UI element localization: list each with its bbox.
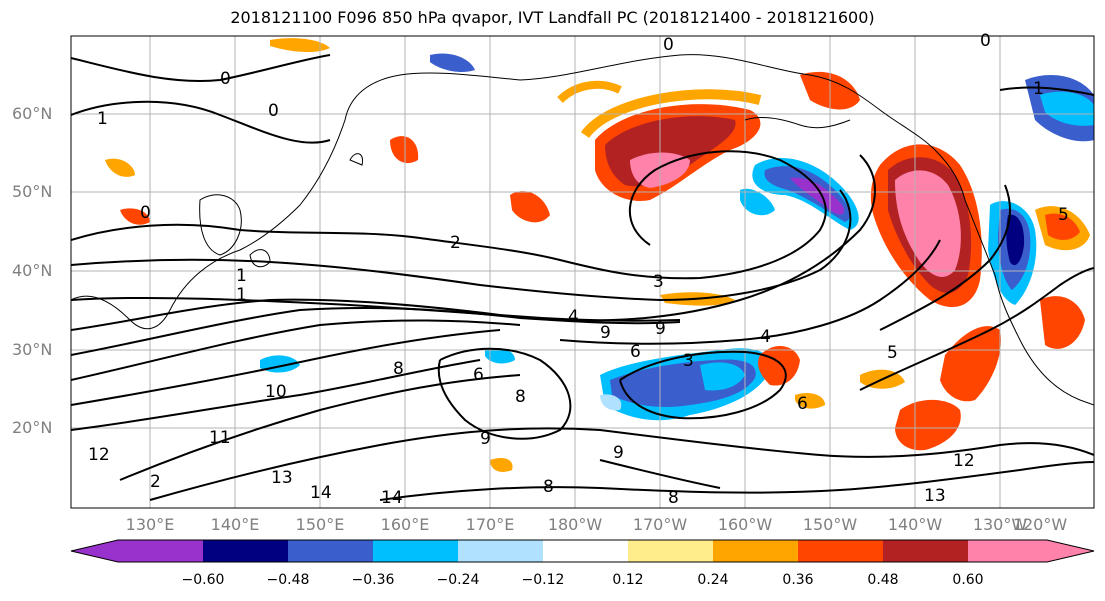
- colorbar-max-extend: [1047, 540, 1094, 562]
- lat-label: 30°N: [12, 340, 53, 359]
- contour-label: 1: [236, 266, 247, 286]
- contour-label: 6: [797, 394, 808, 414]
- colorbar: [70, 539, 1095, 563]
- contour-label: 8: [393, 359, 404, 379]
- lat-label: 50°N: [12, 182, 53, 201]
- contour-label: 6: [473, 365, 484, 385]
- lon-label: 170°E: [465, 515, 515, 534]
- colorbar-bin: [203, 540, 288, 562]
- lat-label: 60°N: [12, 104, 53, 123]
- colorbar-bin: [288, 540, 373, 562]
- contour-label: 8: [668, 488, 679, 508]
- contour-label: 4: [568, 307, 579, 327]
- contour-label: 14: [310, 483, 332, 503]
- contour-label: 13: [271, 468, 293, 488]
- contour-label-layer: 0 0 0 0 1 1 1 2 3 4 4 5 5 6 6 8 8 8 9 9 …: [88, 31, 1069, 508]
- colorbar-tick-label: −0.60: [181, 572, 225, 588]
- lon-label: 180°W: [547, 515, 603, 534]
- colorbar-bin: [458, 540, 543, 562]
- contour-label: 4: [760, 327, 771, 347]
- shaded-fields: [105, 38, 1094, 472]
- contour-label: 3: [653, 272, 664, 292]
- contour-label: 9: [480, 429, 491, 449]
- colorbar-bin: [798, 540, 883, 562]
- contour-label: 0: [140, 203, 151, 223]
- colorbar-tick-label: 0.12: [612, 572, 644, 588]
- lat-label: 40°N: [12, 261, 53, 280]
- contour-label: 10: [265, 382, 287, 402]
- colorbar-tick-label: 0.60: [952, 572, 984, 588]
- colorbar-bin: [628, 540, 713, 562]
- contour-label: 8: [515, 387, 526, 407]
- contour-label: 2: [150, 472, 161, 492]
- contour-label: 12: [953, 451, 975, 471]
- map-border: [70, 35, 1095, 509]
- contour-label: 1: [1033, 79, 1044, 99]
- contour-label: 14: [381, 488, 403, 508]
- contour-label: 12: [88, 445, 110, 465]
- lon-label: 150°W: [802, 515, 858, 534]
- colorbar-tick-label: −0.12: [521, 572, 565, 588]
- colorbar-tick-label: 0.24: [697, 572, 729, 588]
- lon-label: 150°E: [295, 515, 345, 534]
- colorbar-bin: [118, 540, 203, 562]
- contour-label: 0: [268, 101, 279, 121]
- lon-label: 140°W: [887, 515, 943, 534]
- contour-lines: [71, 54, 1094, 501]
- contour-label: 9: [655, 319, 666, 339]
- lat-label: 20°N: [12, 418, 53, 437]
- contour-label: 9: [600, 323, 611, 343]
- contour-label: 1: [236, 285, 247, 305]
- contour-label: 5: [887, 343, 898, 363]
- contour-label: 2: [450, 233, 461, 253]
- contour-label: 11: [209, 428, 231, 448]
- colorbar-tick-label: −0.48: [266, 572, 310, 588]
- lon-label: 130°E: [125, 515, 175, 534]
- lon-label: 170°W: [632, 515, 688, 534]
- contour-label: 6: [630, 342, 641, 362]
- contour-label: 9: [613, 443, 624, 463]
- contour-label: 1: [97, 109, 108, 129]
- colorbar-tick-label: −0.24: [436, 572, 480, 588]
- colorbar-bin: [543, 540, 628, 562]
- colorbar-bin: [968, 540, 1047, 562]
- contour-label: 0: [980, 31, 991, 51]
- contour-label: 5: [1058, 205, 1069, 225]
- lon-label: 130°W: [972, 515, 1028, 534]
- contour-label: 0: [220, 69, 231, 89]
- colorbar-tick-label: −0.36: [351, 572, 395, 588]
- graticule: [71, 36, 1094, 508]
- lon-label: 160°W: [717, 515, 773, 534]
- colorbar-bin: [373, 540, 458, 562]
- contour-label: 13: [924, 486, 946, 506]
- contour-label: 3: [683, 351, 694, 371]
- colorbar-bin: [883, 540, 968, 562]
- map-title: 2018121100 F096 850 hPa qvapor, IVT Land…: [230, 8, 875, 27]
- colorbar-bin: [713, 540, 798, 562]
- colorbar-tick-label: 0.48: [867, 572, 899, 588]
- contour-label: 8: [543, 477, 554, 497]
- colorbar-min-extend: [71, 540, 118, 562]
- lon-label: 140°E: [210, 515, 260, 534]
- lon-label: 160°E: [380, 515, 430, 534]
- colorbar-tick-label: 0.36: [782, 572, 814, 588]
- lon-label: 120°W: [1012, 515, 1068, 534]
- contour-label: 0: [663, 35, 674, 55]
- coastlines: [71, 54, 1094, 406]
